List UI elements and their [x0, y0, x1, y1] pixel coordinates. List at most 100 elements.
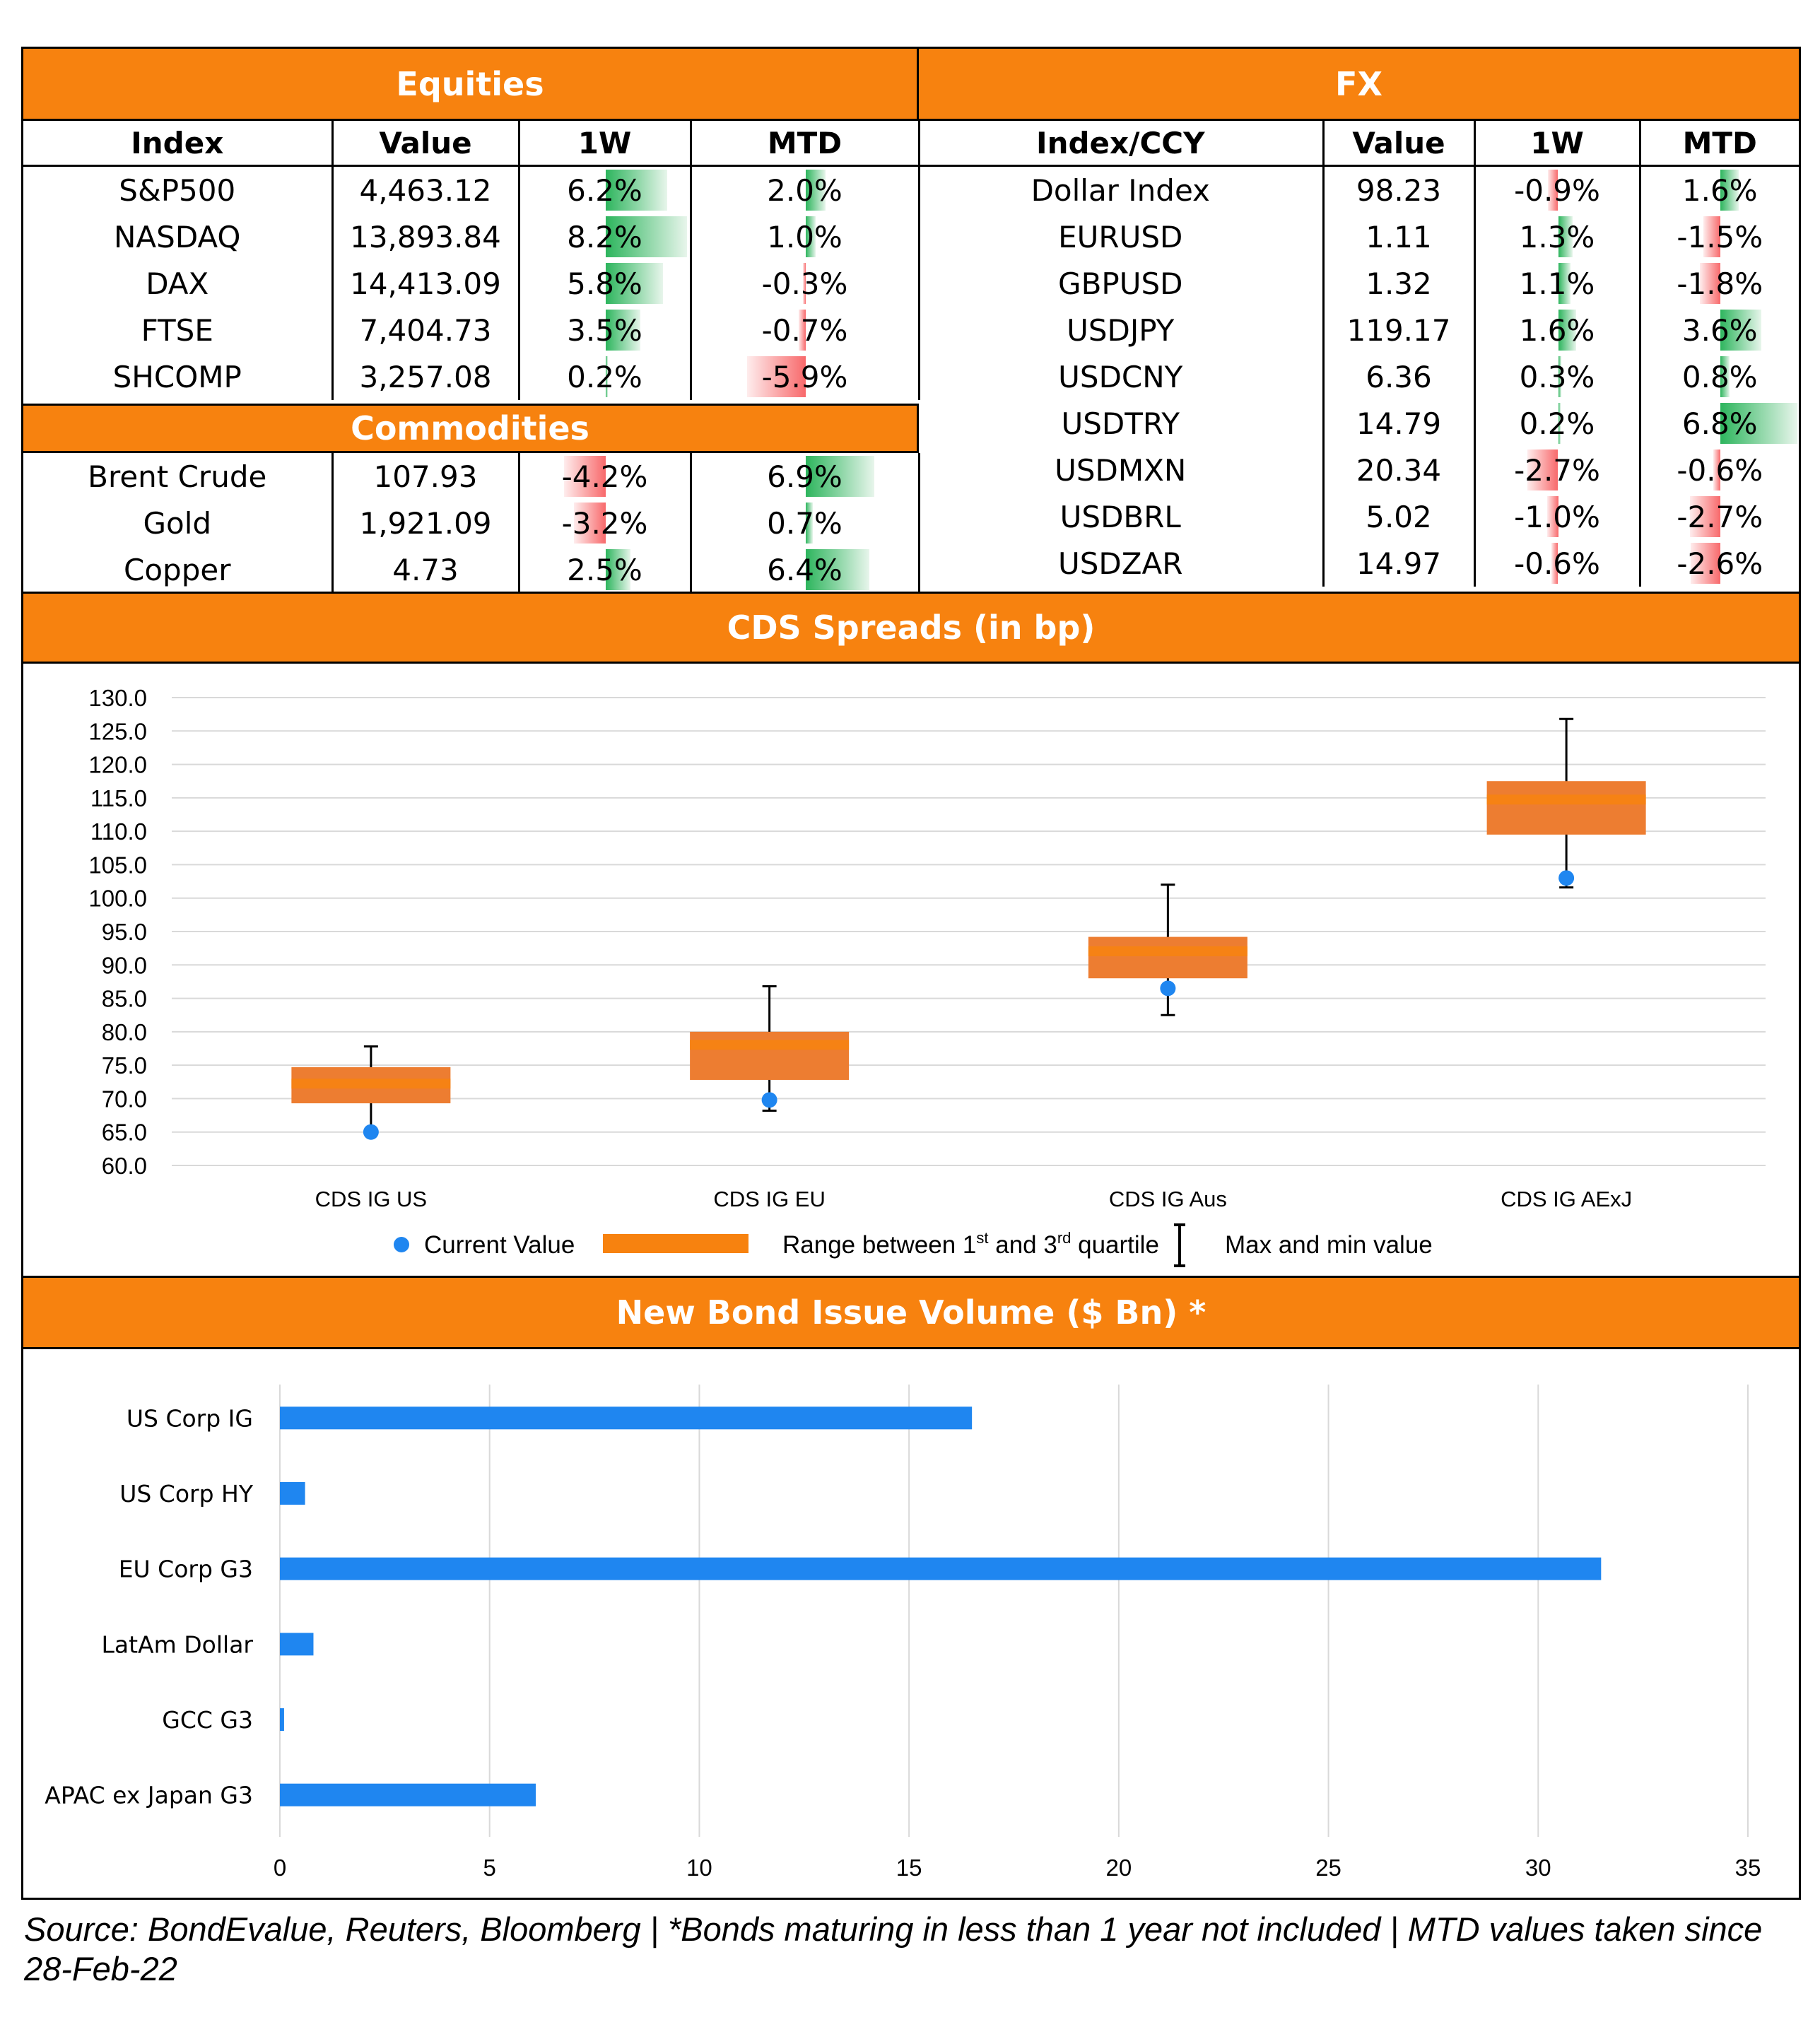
- bond-title: New Bond Issue Volume ($ Bn) *: [616, 1293, 1207, 1332]
- fx-mtd-text: -2.6%: [1677, 546, 1763, 581]
- fx-title: FX: [1335, 64, 1382, 103]
- bond-chart-panel: 0 5 10 15 20 25 30 35 US Corp IG US Corp HY EU Cor…: [21, 1347, 1801, 1900]
- fx-1w-text: -0.6%: [1514, 546, 1600, 581]
- commodities-row: Brent Crude 107.93 -4.2% 6.9%: [23, 453, 920, 500]
- fx-name-text: USDJPY: [1067, 312, 1175, 348]
- y-tick-label: 65.0: [102, 1120, 147, 1146]
- fx-name-cell: USDCNY: [919, 353, 1325, 400]
- equities-table: Index Value 1W MTD S&P500 4,463.12 6.2% 2.0…: [23, 121, 920, 400]
- equities-header: Equities: [23, 49, 919, 121]
- fx-mtd-cell: 0.8%: [1640, 353, 1799, 400]
- negative-change-bar: [1551, 543, 1558, 584]
- commodities-header: Commodities: [23, 404, 919, 453]
- equities-title: Equities: [396, 64, 544, 103]
- commodities-1w-text: 2.5%: [567, 552, 642, 587]
- commodities-title: Commodities: [351, 409, 589, 447]
- fx-mtd-text: 3.6%: [1681, 312, 1758, 348]
- fx-mtd-text: -1.5%: [1677, 219, 1763, 254]
- current-value-dot: [1558, 870, 1575, 886]
- equities-mtd-text: -0.3%: [761, 266, 848, 301]
- col-header-value: Value: [1323, 121, 1476, 167]
- positive-change-bar: [606, 310, 640, 351]
- col-header-ccy: Index/CCY: [919, 121, 1325, 167]
- fx-value-cell: 5.02: [1323, 493, 1476, 540]
- negative-change-bar: [1546, 496, 1558, 537]
- quartile-box: [1486, 781, 1646, 835]
- equities-name-text: S&P500: [119, 172, 236, 208]
- col-header-mtd: MTD: [1640, 121, 1799, 167]
- y-tick-label: 105.0: [88, 852, 147, 878]
- positive-change-bar: [606, 263, 664, 304]
- commodities-value-cell: 4.73: [332, 546, 520, 593]
- commodities-name-text: Gold: [143, 505, 212, 541]
- positive-change-bar: [1558, 216, 1573, 257]
- negative-change-bar: [1527, 450, 1558, 490]
- fx-header-row: Index/CCY Value 1W MTD: [919, 121, 1799, 167]
- equities-value-text: 3,257.08: [359, 359, 492, 394]
- issue-volume-bar: [280, 1633, 314, 1656]
- fx-1w-cell: 0.2%: [1474, 400, 1641, 447]
- category-label: CDS IG AExJ: [1501, 1187, 1632, 1211]
- commodities-mtd-cell: 6.9%: [691, 453, 920, 500]
- legend-superscript: rd: [1057, 1229, 1072, 1247]
- fx-mtd-cell: 6.8%: [1640, 400, 1799, 447]
- legend-maxmin-label: Max and min value: [1225, 1231, 1433, 1259]
- fx-1w-cell: -0.9%: [1474, 165, 1641, 213]
- col-header-1w: 1W: [1474, 121, 1641, 167]
- positive-change-bar: [606, 170, 667, 211]
- commodities-1w-cell: -4.2%: [519, 453, 692, 500]
- bond-header: New Bond Issue Volume ($ Bn) *: [21, 1276, 1801, 1349]
- y-tick-label: 95.0: [102, 919, 147, 945]
- category-label: CDS IG US: [315, 1187, 427, 1211]
- fx-1w-text: 0.3%: [1519, 359, 1595, 394]
- positive-change-bar: [806, 549, 869, 590]
- fx-1w-cell: 1.6%: [1474, 307, 1641, 353]
- equities-row: DAX 14,413.09 5.8% -0.3%: [23, 260, 920, 307]
- fx-1w-cell: -2.7%: [1474, 447, 1641, 493]
- positive-change-bar: [1558, 263, 1571, 304]
- equities-name-cell: FTSE: [23, 307, 334, 353]
- quartile-box: [1088, 936, 1247, 979]
- fx-1w-text: -1.0%: [1514, 499, 1600, 534]
- equities-value-text: 7,404.73: [359, 312, 492, 348]
- fx-mtd-text: -0.6%: [1677, 452, 1763, 488]
- y-tick-label: 75.0: [102, 1052, 147, 1079]
- fx-value-text: 1.11: [1366, 219, 1432, 254]
- fx-name-text: USDTRY: [1061, 406, 1180, 441]
- equities-name-cell: NASDAQ: [23, 213, 334, 260]
- equities-value-cell: 3,257.08: [332, 353, 520, 400]
- category-label: EU Corp G3: [119, 1556, 253, 1583]
- equities-mtd-cell: -5.9%: [691, 353, 920, 400]
- equities-row: S&P500 4,463.12 6.2% 2.0%: [23, 165, 920, 213]
- fx-name-text: GBPUSD: [1058, 266, 1183, 301]
- equities-mtd-text: 1.0%: [767, 219, 843, 254]
- col-header-mtd: MTD: [691, 121, 920, 167]
- y-tick-label: 90.0: [102, 952, 147, 978]
- equities-mtd-cell: 2.0%: [691, 165, 920, 213]
- legend-range-text: Range between 1: [782, 1231, 976, 1259]
- equities-mtd-text: -5.9%: [761, 359, 848, 394]
- y-tick-label: 120.0: [88, 752, 147, 778]
- positive-change-bar: [1558, 356, 1562, 397]
- fx-1w-text: 1.6%: [1519, 312, 1595, 348]
- fx-row: USDCNY 6.36 0.3% 0.8%: [919, 353, 1799, 400]
- positive-change-bar: [1720, 310, 1761, 351]
- fx-value-text: 98.23: [1356, 172, 1442, 208]
- equities-mtd-cell: -0.7%: [691, 307, 920, 353]
- fx-value-text: 6.36: [1366, 359, 1432, 394]
- equities-value-text: 14,413.09: [350, 266, 501, 301]
- median-band: [1486, 794, 1646, 805]
- positive-change-bar: [1720, 403, 1797, 444]
- fx-name-cell: Dollar Index: [919, 165, 1325, 213]
- negative-change-bar: [1713, 450, 1720, 490]
- fx-name-cell: USDJPY: [919, 307, 1325, 353]
- fx-value-cell: 6.36: [1323, 353, 1476, 400]
- fx-mtd-text: 6.8%: [1681, 406, 1758, 441]
- fx-1w-text: -0.9%: [1514, 172, 1600, 208]
- equities-name-text: FTSE: [141, 312, 213, 348]
- x-tick-label: 15: [896, 1855, 922, 1881]
- equities-name-cell: S&P500: [23, 165, 334, 213]
- x-tick-label: 0: [274, 1855, 286, 1881]
- equities-name-cell: DAX: [23, 260, 334, 307]
- y-tick-label: 85.0: [102, 986, 147, 1012]
